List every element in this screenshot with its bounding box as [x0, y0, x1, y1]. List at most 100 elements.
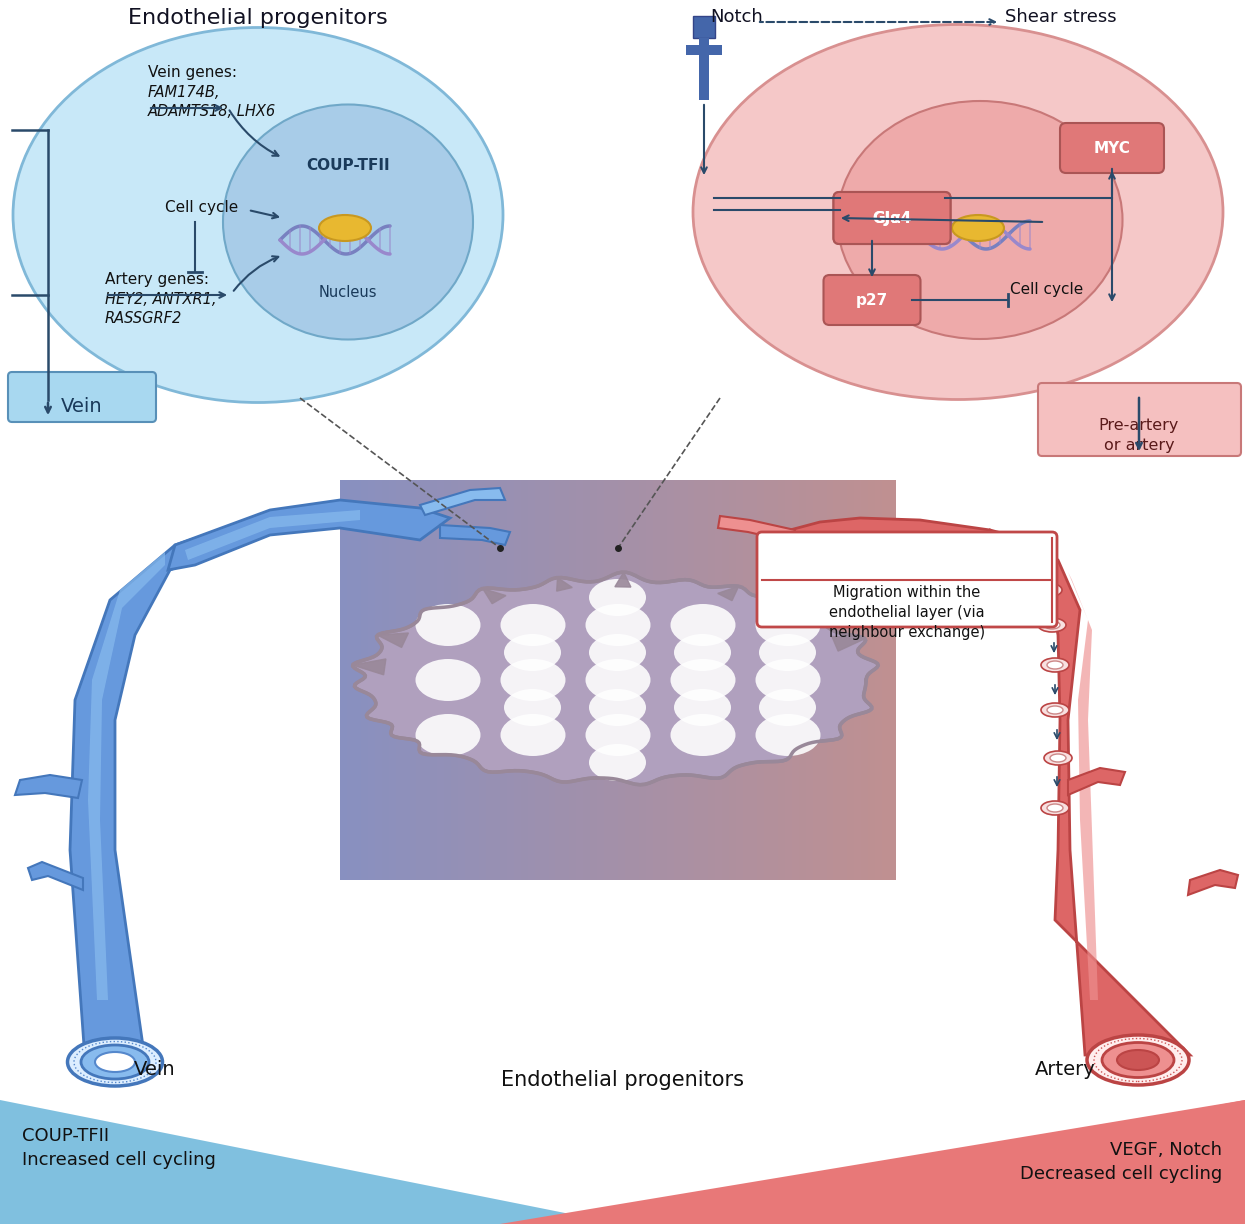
Text: Cell cycle: Cell cycle — [166, 200, 238, 215]
Ellipse shape — [1038, 618, 1066, 632]
FancyBboxPatch shape — [757, 532, 1057, 627]
Bar — [686, 45, 722, 55]
Ellipse shape — [589, 579, 646, 616]
Text: HEY2, ANTXR1,
RASSGRF2: HEY2, ANTXR1, RASSGRF2 — [105, 293, 217, 327]
Polygon shape — [416, 480, 423, 880]
Ellipse shape — [416, 659, 481, 701]
Polygon shape — [563, 480, 569, 880]
Ellipse shape — [585, 659, 650, 701]
Polygon shape — [466, 480, 472, 880]
Polygon shape — [402, 480, 410, 880]
Polygon shape — [439, 525, 510, 545]
Polygon shape — [472, 480, 479, 880]
Polygon shape — [736, 480, 743, 880]
Polygon shape — [88, 552, 166, 1000]
Ellipse shape — [504, 634, 561, 671]
Ellipse shape — [319, 215, 371, 241]
Polygon shape — [367, 480, 375, 880]
Polygon shape — [590, 480, 598, 880]
Ellipse shape — [416, 714, 481, 756]
Polygon shape — [352, 659, 386, 674]
Ellipse shape — [671, 603, 736, 646]
Polygon shape — [717, 586, 738, 601]
Ellipse shape — [1050, 754, 1066, 763]
Ellipse shape — [809, 534, 830, 546]
Polygon shape — [1068, 767, 1125, 796]
Polygon shape — [840, 480, 848, 880]
Polygon shape — [555, 480, 563, 880]
Polygon shape — [687, 480, 695, 880]
Bar — [698, 38, 708, 100]
Polygon shape — [27, 862, 83, 890]
Polygon shape — [666, 480, 674, 880]
Polygon shape — [168, 499, 449, 570]
Polygon shape — [771, 480, 778, 880]
Polygon shape — [604, 480, 611, 880]
Ellipse shape — [671, 659, 736, 701]
Polygon shape — [832, 636, 865, 651]
Ellipse shape — [849, 542, 871, 554]
Polygon shape — [431, 480, 437, 880]
Polygon shape — [70, 530, 250, 1060]
Ellipse shape — [756, 603, 820, 646]
Polygon shape — [377, 633, 408, 647]
Text: Vein: Vein — [61, 397, 103, 416]
Polygon shape — [437, 480, 444, 880]
Polygon shape — [458, 480, 466, 880]
Polygon shape — [396, 480, 402, 880]
Polygon shape — [499, 480, 507, 880]
Ellipse shape — [67, 1038, 163, 1086]
Text: Endothelial progenitors: Endothelial progenitors — [128, 9, 388, 28]
Text: Vein: Vein — [134, 1060, 176, 1080]
Text: MYC: MYC — [1093, 141, 1130, 155]
Polygon shape — [674, 480, 681, 880]
Ellipse shape — [1041, 703, 1069, 717]
Polygon shape — [819, 480, 827, 880]
Polygon shape — [340, 480, 347, 880]
FancyBboxPatch shape — [7, 372, 156, 422]
Polygon shape — [848, 480, 854, 880]
Text: Artery genes:: Artery genes: — [105, 272, 209, 286]
Polygon shape — [660, 480, 666, 880]
Polygon shape — [718, 517, 796, 542]
FancyBboxPatch shape — [833, 192, 950, 244]
Polygon shape — [625, 480, 632, 880]
Polygon shape — [549, 480, 555, 880]
Polygon shape — [375, 480, 382, 880]
Ellipse shape — [1047, 661, 1063, 670]
Polygon shape — [1188, 870, 1238, 895]
Polygon shape — [542, 480, 549, 880]
Polygon shape — [598, 480, 604, 880]
Ellipse shape — [756, 714, 820, 756]
Ellipse shape — [674, 634, 731, 671]
Ellipse shape — [1047, 804, 1063, 812]
Ellipse shape — [500, 603, 565, 646]
Polygon shape — [410, 480, 416, 880]
Polygon shape — [833, 480, 840, 880]
FancyBboxPatch shape — [833, 192, 950, 244]
Text: Endothelial progenitors: Endothelial progenitors — [500, 1070, 743, 1091]
Bar — [693, 16, 715, 38]
Ellipse shape — [585, 714, 650, 756]
Text: COUP-TFII: COUP-TFII — [306, 158, 390, 173]
Polygon shape — [784, 480, 792, 880]
Ellipse shape — [1087, 1036, 1189, 1084]
Polygon shape — [716, 480, 722, 880]
Polygon shape — [791, 518, 1018, 552]
Ellipse shape — [589, 744, 646, 781]
Polygon shape — [534, 480, 542, 880]
Ellipse shape — [1117, 1050, 1159, 1070]
Polygon shape — [423, 480, 431, 880]
Polygon shape — [799, 480, 806, 880]
Ellipse shape — [12, 27, 503, 403]
Polygon shape — [883, 480, 889, 880]
Text: Pre-artery
or artery: Pre-artery or artery — [1099, 419, 1179, 453]
Ellipse shape — [369, 580, 868, 780]
Ellipse shape — [838, 102, 1123, 339]
Polygon shape — [1068, 572, 1098, 1000]
Ellipse shape — [952, 215, 1003, 241]
Polygon shape — [827, 480, 833, 880]
Text: Nucleus: Nucleus — [319, 285, 377, 300]
Polygon shape — [806, 480, 813, 880]
Polygon shape — [520, 480, 528, 880]
